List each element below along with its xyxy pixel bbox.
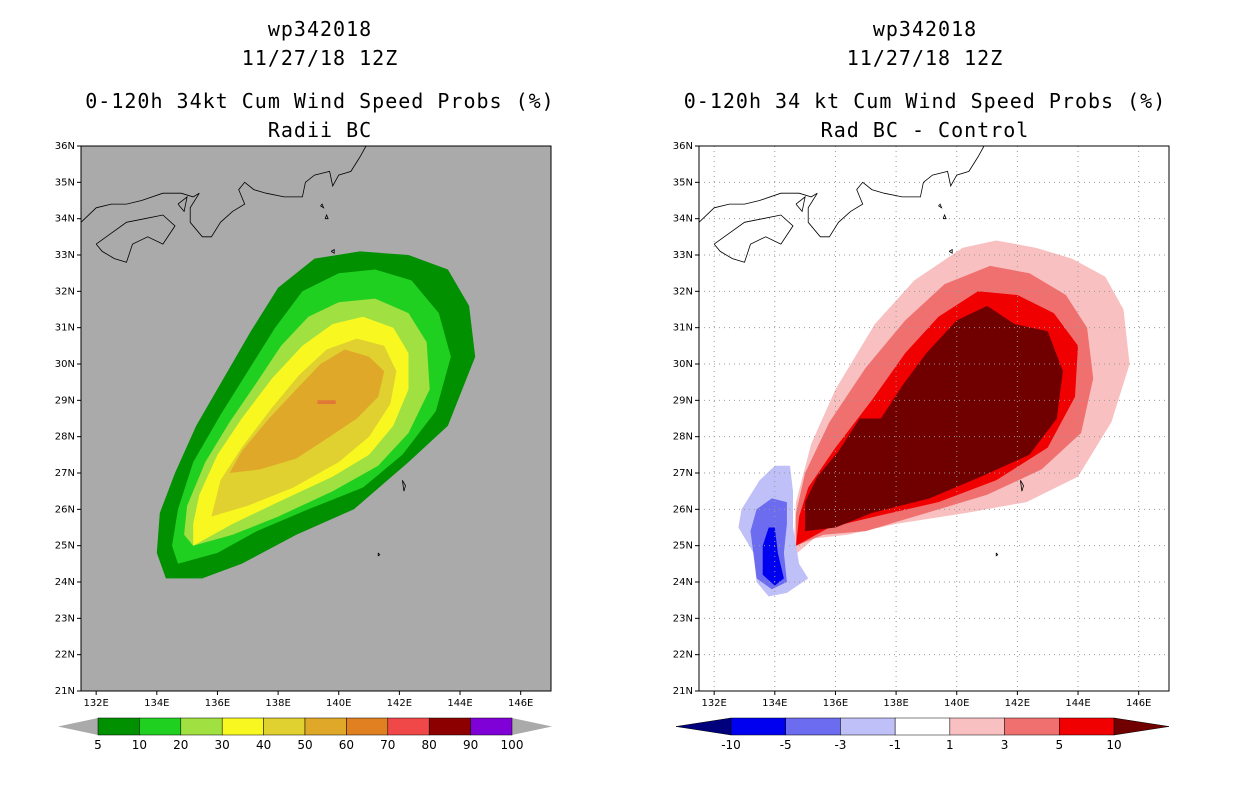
y-tick-label: 34N	[55, 214, 75, 225]
right-title-line: 11/27/18 12Z	[846, 46, 1004, 70]
colorbar-under-arrow	[58, 718, 98, 735]
y-tick-label: 21N	[55, 686, 75, 697]
left-title-line: wp342018	[267, 17, 373, 41]
y-tick-label: 22N	[55, 650, 75, 661]
colorbar-swatch	[139, 717, 182, 736]
contour-level-50	[229, 349, 385, 473]
colorbar-label: 100	[501, 738, 524, 752]
right-chart-title: wp342018 11/27/18 12Z 0-120h 34 kt Cum W…	[625, 15, 1225, 145]
x-tick-label: 134E	[144, 698, 169, 709]
colorbar-label: 30	[215, 738, 230, 752]
colorbar-label: 90	[463, 738, 478, 752]
left-title-line: Radii BC	[267, 118, 373, 142]
y-tick-label: 27N	[55, 468, 75, 479]
colorbar-swatch	[97, 717, 140, 736]
x-tick-label: 140E	[326, 698, 351, 709]
plot-frame	[80, 145, 552, 692]
y-tick-label: 24N	[55, 577, 75, 588]
coastline	[81, 146, 367, 238]
y-tick-label: 25N	[55, 541, 75, 552]
x-tick-label: 142E	[387, 698, 412, 709]
left-title-line: 0-120h 34kt Cum Wind Speed Probs (%)	[85, 89, 555, 113]
colorbar-label: 50	[297, 738, 312, 752]
y-tick-label: 32N	[55, 286, 75, 297]
colorbar-label: 5	[94, 738, 102, 752]
y-tick-label: 26N	[55, 504, 75, 515]
x-tick-label: 144E	[447, 698, 472, 709]
colorbar-swatch	[180, 717, 223, 736]
y-tick-label: 33N	[55, 250, 75, 261]
colorbar-swatch	[346, 717, 389, 736]
y-tick-label: 35N	[55, 177, 75, 188]
coastline	[330, 248, 335, 254]
colorbar-label: 40	[256, 738, 271, 752]
coastline	[377, 552, 381, 557]
right-title-line: Rad BC - Control	[820, 118, 1030, 142]
x-tick-label: 136E	[205, 698, 230, 709]
colorbar-swatch	[221, 717, 264, 736]
y-tick-label: 31N	[55, 323, 75, 334]
y-tick-label: 30N	[55, 359, 75, 370]
coastline	[324, 213, 329, 220]
colorbar-label: 70	[380, 738, 395, 752]
colorbar-label: 10	[132, 738, 147, 752]
x-tick-label: 138E	[265, 698, 290, 709]
colorbar-swatch	[304, 717, 347, 736]
left-title-line: 11/27/18 12Z	[241, 46, 399, 70]
colorbar-label: 60	[339, 738, 354, 752]
coastline	[320, 203, 325, 209]
right-title-line: 0-120h 34 kt Cum Wind Speed Probs (%)	[683, 89, 1167, 113]
contour-level-60	[317, 400, 336, 404]
left-chart-title: wp342018 11/27/18 12Z 0-120h 34kt Cum Wi…	[20, 15, 620, 145]
colorbar-swatch	[428, 717, 471, 736]
colorbar-swatch	[470, 717, 513, 736]
y-tick-label: 23N	[55, 613, 75, 624]
colorbar-label: 80	[422, 738, 437, 752]
x-tick-label: 146E	[508, 698, 533, 709]
coastline	[95, 214, 176, 263]
colorbar-swatch	[263, 717, 306, 736]
colorbar-over-arrow	[512, 718, 552, 735]
y-tick-label: 29N	[55, 395, 75, 406]
coastline	[402, 480, 406, 492]
y-tick-label: 36N	[55, 141, 75, 152]
colorbar-label: 20	[173, 738, 188, 752]
coastline	[177, 195, 188, 213]
x-tick-label: 132E	[83, 698, 108, 709]
colorbar-swatch	[387, 717, 430, 736]
y-tick-label: 28N	[55, 432, 75, 443]
right-title-line: wp342018	[872, 17, 978, 41]
